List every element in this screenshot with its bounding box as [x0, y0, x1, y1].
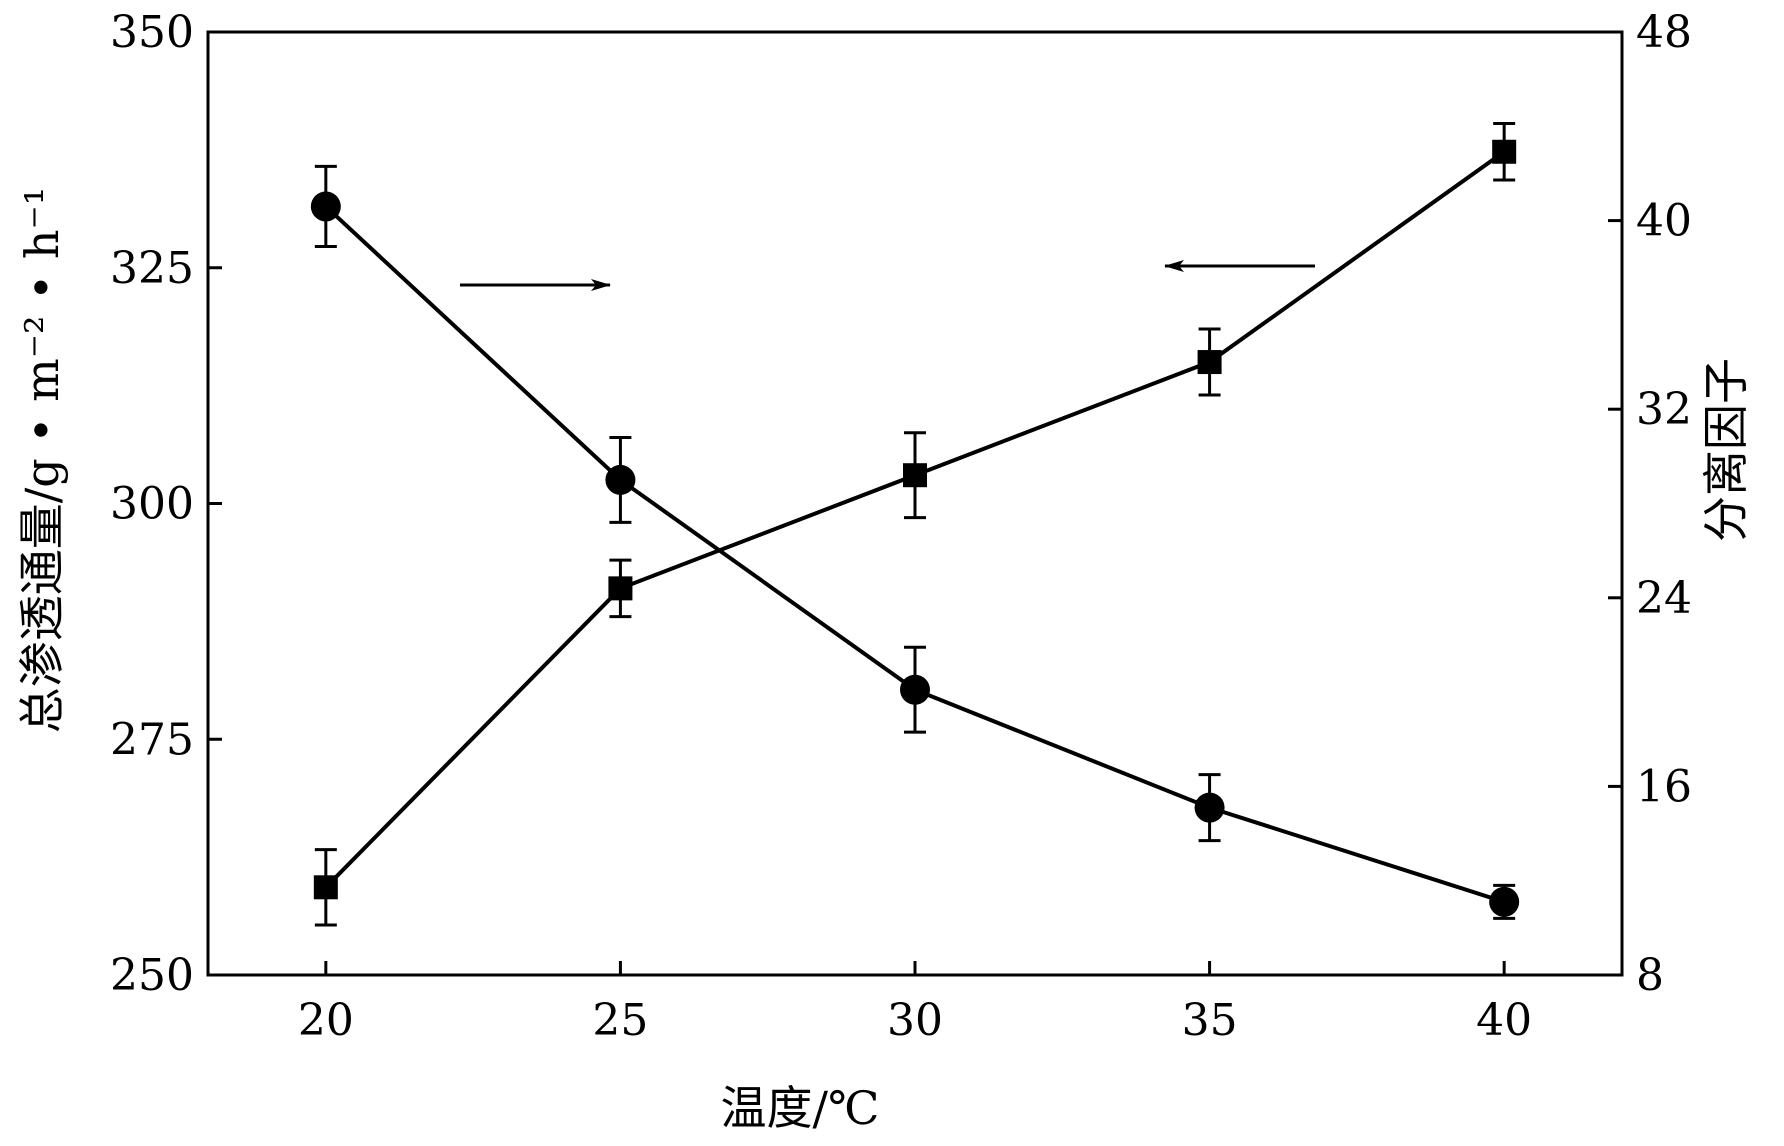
- y-right-tick-label: 40: [1636, 196, 1692, 247]
- data-point-square: [1197, 350, 1222, 375]
- x-tick-label: 30: [887, 995, 943, 1046]
- axes: 20 25 30 35 40 250 275 300 325 350 8 16 24 32 40 48: [110, 7, 1692, 1046]
- data-point-square: [608, 576, 633, 601]
- y-left-tick-label: 350: [110, 7, 194, 58]
- y-right-tick-label: 16: [1636, 761, 1692, 812]
- y-left-tick-label: 275: [110, 714, 194, 765]
- series-line-circle: [324, 204, 1505, 904]
- data-point-circle: [310, 191, 341, 222]
- x-tick-label: 40: [1476, 995, 1532, 1046]
- series-line-square: [324, 150, 1506, 889]
- x-axis-label: 温度/℃: [721, 1081, 880, 1135]
- y-right-tick-label: 8: [1636, 950, 1664, 1001]
- y-left-tick-label: 300: [110, 479, 194, 530]
- y-right-tick-label: 48: [1636, 7, 1692, 58]
- y-axis-right-label: 分离因子: [1699, 358, 1753, 542]
- data-point-circle: [1194, 792, 1225, 823]
- annotations: [460, 260, 1315, 291]
- y-left-tick-label: 250: [110, 950, 194, 1001]
- data-point-square: [313, 875, 338, 900]
- data-point-circle: [1489, 886, 1520, 917]
- data-point-circle: [605, 464, 636, 495]
- data-point-square: [903, 463, 927, 488]
- y-right-tick-label: 24: [1636, 573, 1692, 624]
- y-axis-left-label: 总渗透通量/g • m⁻² • h⁻¹: [15, 187, 69, 733]
- data-marks: [310, 121, 1520, 927]
- y-right-tick-label: 32: [1636, 384, 1692, 435]
- x-tick-label: 25: [592, 995, 648, 1046]
- x-tick-label: 35: [1182, 995, 1238, 1046]
- y-left-tick-label: 325: [110, 243, 194, 294]
- x-tick-label: 20: [298, 995, 354, 1046]
- data-point-square: [1492, 139, 1517, 164]
- data-point-circle: [900, 674, 930, 705]
